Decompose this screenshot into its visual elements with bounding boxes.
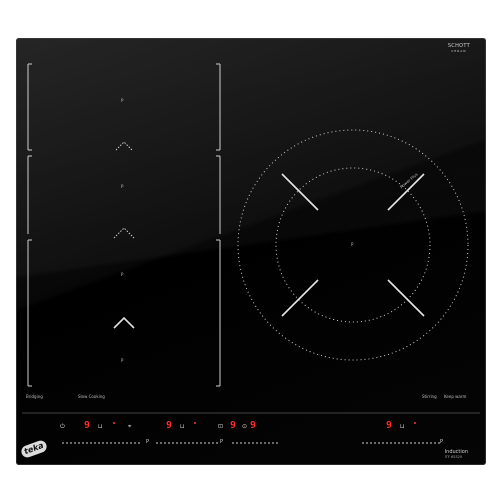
power-icon[interactable]: ⏻ bbox=[60, 423, 65, 430]
indicator-dot bbox=[113, 422, 115, 424]
indicator-dot bbox=[414, 422, 416, 424]
slow-cooking-label: Slow Cooking bbox=[78, 394, 105, 399]
bridge-chevron-solid bbox=[113, 316, 135, 329]
model-label: Induction ITF 65320 bbox=[445, 450, 468, 460]
cooking-zone-markings bbox=[27, 63, 469, 387]
zone-display-right: 9 bbox=[386, 420, 393, 431]
stirring-label: Stirring bbox=[422, 394, 437, 399]
bridge-chevrons bbox=[113, 141, 135, 239]
zone-power-label: P bbox=[121, 98, 124, 103]
control-panel: ⏻ 9 ⊔ ⌖ 9 ⊔ ⊡ 9 ⊙ 9 9 ⊔ P P P teka Ind bbox=[16, 410, 486, 465]
zone-power-label: P bbox=[351, 242, 354, 247]
cooktop-glass: SCHOTT CERAN bbox=[16, 38, 486, 465]
glass-brand-sub: CERAN bbox=[451, 49, 467, 53]
timer-display-2: 9 bbox=[250, 420, 257, 431]
panel-divider bbox=[22, 412, 480, 414]
indicator-dot bbox=[194, 422, 196, 424]
left-zone-frame bbox=[27, 63, 221, 387]
slider-max-label: P bbox=[440, 439, 444, 445]
power-slider-right[interactable] bbox=[360, 440, 450, 446]
timer-icon[interactable]: ⊙ bbox=[242, 423, 248, 430]
power-slider-middle[interactable] bbox=[146, 440, 226, 446]
round-zone bbox=[237, 129, 469, 361]
timer-display: 9 bbox=[230, 420, 237, 431]
model-type: Induction bbox=[444, 449, 468, 455]
bridging-label: Bridging bbox=[26, 394, 43, 399]
zone-power-label: P bbox=[121, 184, 124, 189]
pot-icon[interactable]: ⊔ bbox=[180, 423, 185, 430]
power-slider-left[interactable] bbox=[60, 440, 150, 446]
pot-icon[interactable]: ⊔ bbox=[98, 423, 103, 430]
lock-icon[interactable]: ⊡ bbox=[218, 423, 224, 430]
zone-display-left: 9 bbox=[84, 420, 91, 431]
slider-max-label: P bbox=[146, 439, 150, 445]
model-code: ITF 65320 bbox=[444, 455, 463, 459]
keep-warm-label: Keep warm bbox=[444, 394, 467, 399]
slider-max-label: P bbox=[220, 439, 224, 445]
glass-brand-name: SCHOTT bbox=[447, 43, 470, 49]
zone-power-label: P bbox=[121, 358, 124, 363]
timer-slider[interactable] bbox=[230, 440, 282, 446]
glass-brand: SCHOTT CERAN bbox=[448, 44, 470, 54]
zone-power-label: P bbox=[121, 272, 124, 277]
pot-icon[interactable]: ⊔ bbox=[400, 423, 405, 430]
stir-icon[interactable]: ⌖ bbox=[128, 423, 132, 430]
zone-display-middle: 9 bbox=[166, 420, 173, 431]
